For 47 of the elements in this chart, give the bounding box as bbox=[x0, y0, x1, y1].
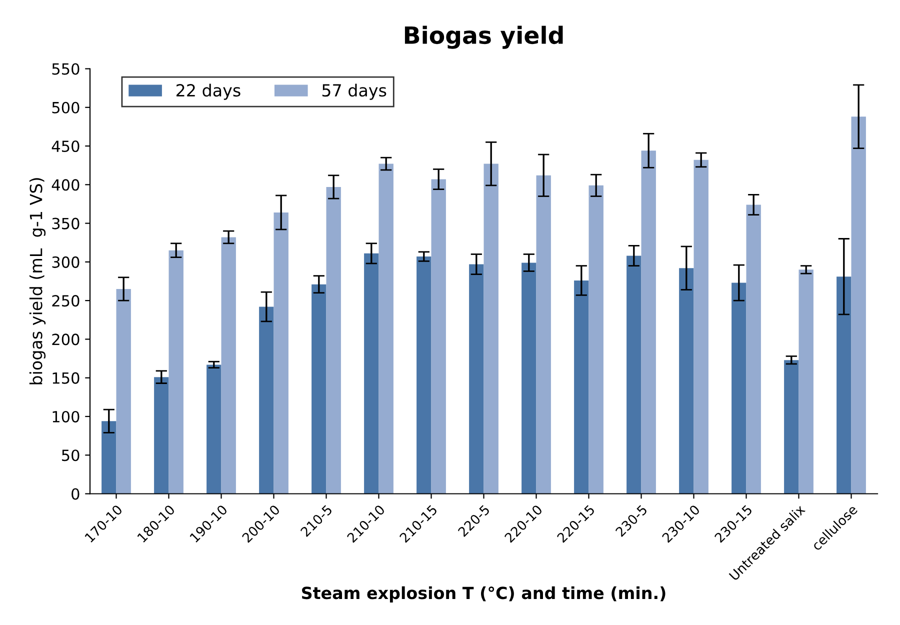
bar bbox=[469, 264, 484, 494]
y-tick-label: 350 bbox=[52, 218, 80, 230]
bar bbox=[851, 116, 866, 494]
bar bbox=[378, 164, 394, 494]
bar bbox=[116, 288, 131, 494]
bar bbox=[274, 212, 288, 494]
bar bbox=[206, 364, 222, 494]
y-tick-label: 250 bbox=[52, 295, 80, 307]
y-tick-label: 50 bbox=[62, 450, 80, 462]
y-tick-label: 100 bbox=[52, 410, 80, 422]
bar bbox=[102, 421, 116, 494]
bar bbox=[312, 284, 326, 494]
y-tick-label: 300 bbox=[52, 256, 80, 268]
bar bbox=[732, 282, 746, 494]
bar bbox=[574, 280, 589, 494]
y-tick-label: 450 bbox=[52, 140, 80, 152]
bar bbox=[431, 179, 446, 494]
bar bbox=[588, 185, 604, 494]
y-tick-label: 400 bbox=[52, 179, 80, 191]
y-tick-label: 550 bbox=[52, 63, 80, 75]
bar bbox=[522, 262, 536, 494]
bar bbox=[168, 250, 184, 494]
bar bbox=[259, 306, 274, 494]
bar bbox=[364, 253, 379, 494]
x-axis-title: Steam explosion T (°C) and time (min.) bbox=[302, 586, 666, 602]
y-tick-label: 500 bbox=[52, 102, 80, 114]
bar bbox=[154, 377, 169, 494]
bar bbox=[746, 204, 761, 494]
y-tick-label: 150 bbox=[52, 372, 80, 384]
bar bbox=[416, 256, 432, 494]
legend-label: 57 days bbox=[322, 84, 386, 100]
bar bbox=[536, 175, 551, 494]
bar bbox=[798, 270, 814, 494]
chart-title: Biogas yield bbox=[404, 26, 563, 49]
bar bbox=[679, 268, 694, 494]
bar bbox=[694, 160, 708, 494]
bar bbox=[641, 150, 656, 494]
y-axis-title: biogas yield (mL g-1 VS) bbox=[29, 178, 46, 384]
bar bbox=[484, 164, 498, 494]
y-tick-label: 0 bbox=[72, 488, 80, 500]
y-tick-label: 200 bbox=[52, 334, 80, 346]
bar bbox=[626, 256, 642, 494]
legend-label: 22 days bbox=[176, 84, 240, 100]
bar bbox=[326, 186, 341, 494]
bar bbox=[836, 276, 852, 494]
bar bbox=[784, 360, 799, 494]
bar bbox=[221, 237, 236, 494]
